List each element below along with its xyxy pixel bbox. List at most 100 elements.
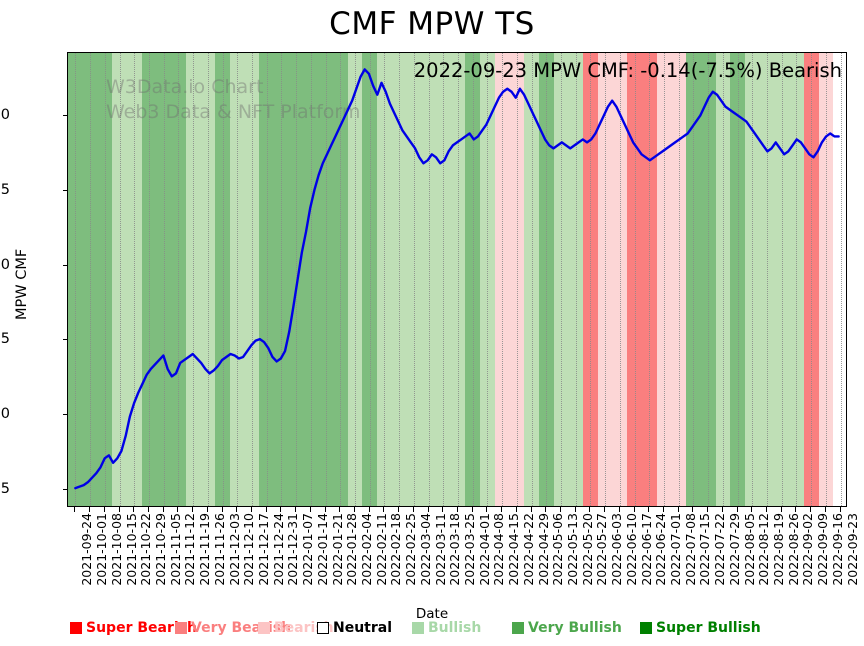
x-tick-label: 2021-12-03 [226, 513, 242, 586]
x-tick-label: 2022-05-27 [594, 513, 610, 586]
x-tick-label: 2021-11-19 [197, 513, 213, 586]
x-tick-label: 2021-10-29 [152, 513, 168, 586]
x-tick-mark [810, 507, 812, 512]
x-tick-label: 2022-06-17 [638, 513, 654, 586]
x-tick-mark [295, 507, 297, 512]
x-tick-label: 2022-06-24 [653, 513, 669, 586]
gridline [516, 53, 518, 506]
gridline [384, 53, 386, 506]
x-tick-mark [677, 507, 679, 512]
sentiment-band-bullish [377, 53, 466, 506]
gridline [340, 53, 342, 506]
x-tick-mark [795, 507, 797, 512]
gridline [825, 53, 827, 506]
annotation-label: 2022-09-23 MPW CMF: -0.14(-7.5%) Bearish [413, 59, 842, 82]
x-tick-mark [442, 507, 444, 512]
legend-item-bullish[interactable]: Bullish [412, 620, 481, 636]
y-tick-mark [63, 264, 68, 266]
x-tick-label: 2022-03-04 [417, 513, 433, 586]
gridline [413, 53, 415, 506]
y-tick-mark [63, 489, 68, 491]
gridline [443, 53, 445, 506]
gridline [531, 53, 533, 506]
gridline [310, 53, 312, 506]
sentiment-band-bullish [229, 53, 260, 506]
x-tick-label: 2022-08-05 [741, 513, 757, 586]
legend-swatch-icon [70, 622, 82, 634]
x-tick-label: 2022-02-11 [373, 513, 389, 586]
y-tick-label: −2.0 [0, 406, 10, 423]
legend-item-neutral[interactable]: Neutral [317, 620, 392, 636]
x-tick-mark [766, 507, 768, 512]
x-tick-mark [486, 507, 488, 512]
y-tick-label: −2.5 [0, 481, 10, 498]
gridline [708, 53, 710, 506]
x-tick-label: 2022-04-22 [520, 513, 536, 586]
gridline [678, 53, 680, 506]
x-tick-mark [339, 507, 341, 512]
x-tick-label: 2022-05-13 [565, 513, 581, 586]
gridline [664, 53, 666, 506]
gridline [119, 53, 121, 506]
x-tick-mark [324, 507, 326, 512]
y-tick-mark [63, 414, 68, 416]
legend-swatch-icon [317, 622, 329, 634]
x-tick-label: 2021-10-01 [94, 513, 110, 586]
x-tick-mark [103, 507, 105, 512]
sentiment-band-bullish [480, 53, 495, 506]
y-tick-label: −1.5 [0, 331, 10, 348]
x-tick-mark [412, 507, 414, 512]
x-tick-label: 2022-02-04 [358, 513, 374, 586]
x-tick-mark [736, 507, 738, 512]
legend-swatch-icon [175, 622, 187, 634]
legend-swatch-icon [412, 622, 424, 634]
y-tick-mark [63, 114, 68, 116]
gridline [487, 53, 489, 506]
x-tick-mark [530, 507, 532, 512]
sentiment-band-very-bearish [803, 53, 819, 506]
gridline [737, 53, 739, 506]
x-tick-label: 2021-09-24 [79, 513, 95, 586]
legend-label: Super Bearish [86, 620, 197, 636]
x-tick-mark [221, 507, 223, 512]
gridline [222, 53, 224, 506]
x-tick-mark [206, 507, 208, 512]
legend: Super Bearish Very Bearish Bearish Neutral B… [0, 620, 864, 642]
sentiment-band-bullish [553, 53, 584, 506]
legend-label: Super Bullish [656, 620, 761, 636]
x-tick-label: 2022-06-03 [609, 513, 625, 586]
x-tick-label: 2022-05-20 [579, 513, 595, 586]
x-tick-label: 2022-01-14 [314, 513, 330, 586]
gridline [354, 53, 356, 506]
legend-swatch-icon [258, 622, 270, 634]
x-tick-label: 2021-12-31 [285, 513, 301, 586]
gridline [781, 53, 783, 506]
y-tick-label: −0.5 [0, 181, 10, 198]
x-tick-label: 2022-02-25 [403, 513, 419, 586]
legend-label: Very Bullish [528, 620, 622, 636]
sentiment-band-bearish [656, 53, 687, 506]
x-tick-label: 2021-10-22 [138, 513, 154, 586]
sentiment-band-bullish [744, 53, 804, 506]
x-tick-mark [236, 507, 238, 512]
legend-swatch-icon [512, 622, 524, 634]
x-tick-mark [471, 507, 473, 512]
x-tick-label: 2021-12-24 [270, 513, 286, 586]
legend-item-super-bullish[interactable]: Super Bullish [640, 620, 761, 636]
gridline [104, 53, 106, 506]
legend-item-super-bearish[interactable]: Super Bearish [70, 620, 197, 636]
sentiment-band-bullish [524, 53, 539, 506]
x-tick-label: 2022-09-09 [815, 513, 831, 586]
sentiment-band-bullish [185, 53, 216, 506]
y-tick-mark [63, 339, 68, 341]
x-tick-mark [133, 507, 135, 512]
gridline [546, 53, 548, 506]
x-tick-mark [515, 507, 517, 512]
x-tick-mark [398, 507, 400, 512]
x-tick-label: 2022-07-29 [726, 513, 742, 586]
legend-item-very-bullish[interactable]: Very Bullish [512, 620, 622, 636]
gridline [369, 53, 371, 506]
gridline [266, 53, 268, 506]
x-tick-label: 2022-02-18 [388, 513, 404, 586]
sentiment-band-very-bullish [465, 53, 481, 506]
